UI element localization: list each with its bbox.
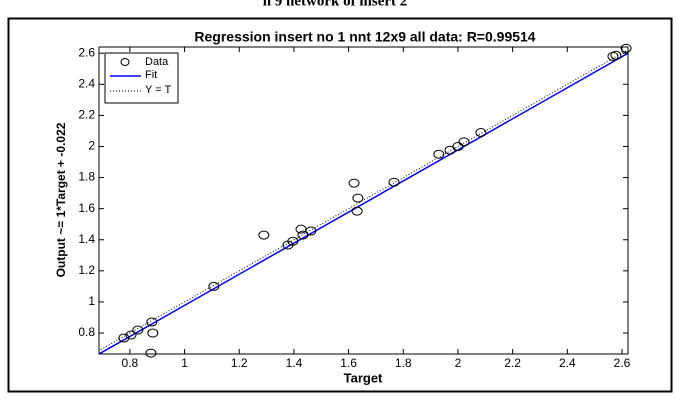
legend-box	[104, 52, 179, 104]
y-tick-label: 1.4	[78, 232, 95, 246]
x-tick-label: 1.2	[231, 356, 248, 370]
data-point	[475, 127, 487, 137]
data-point	[132, 325, 144, 335]
y-tick-label: 1	[88, 294, 95, 308]
data-point	[297, 230, 309, 240]
data-point	[145, 348, 157, 358]
data-point	[118, 333, 130, 343]
axes-frame	[98, 46, 629, 355]
fit-line	[99, 52, 628, 354]
x-tick-label: 0.8	[122, 356, 139, 370]
y-tick-label: 2.2	[78, 108, 95, 122]
data-point	[620, 43, 632, 53]
data-point	[287, 236, 299, 246]
clipped-title: n 9 network of insert 2	[263, 0, 408, 9]
x-axis-label: Target	[344, 370, 383, 385]
data-point	[208, 281, 220, 291]
y-tick-label: 1.6	[78, 201, 95, 215]
x-tick-label: 2.6	[614, 356, 631, 370]
y-tick-label: 2.6	[78, 45, 95, 59]
x-tick-label: 1.6	[340, 356, 357, 370]
x-tick-label: 2.2	[504, 356, 521, 370]
legend-label: Y = T	[145, 84, 171, 96]
y-axis-label: Output ~= 1*Target + -0.022	[54, 122, 68, 277]
x-tick-label: 2	[455, 356, 462, 370]
y-tick-label: 2.4	[78, 76, 95, 90]
y-tick-label: 1.2	[78, 263, 95, 277]
legend-label: Data	[145, 56, 169, 68]
plot-area: 0.8 1 1.2 1.4 1.6 1.8 2 2.2 2.4 2.6 0.8 1 1.2 1.4 1.6 1…	[78, 43, 632, 370]
data-point	[610, 50, 622, 60]
data-point	[147, 328, 159, 338]
data-point	[433, 149, 445, 159]
legend-marker	[120, 58, 130, 66]
chart-title: Regression insert no 1 nnt 12x9 all data…	[194, 29, 535, 45]
data-point	[458, 137, 470, 147]
data-point	[258, 230, 270, 240]
data-point	[352, 193, 364, 203]
data-point	[125, 330, 137, 340]
y-tick-label: 0.8	[78, 325, 95, 339]
x-tick-label: 2.4	[559, 356, 576, 370]
axes-background	[99, 47, 628, 354]
data-point	[305, 226, 317, 236]
x-tick-label: 1.4	[286, 356, 303, 370]
data-point	[348, 178, 360, 188]
data-point	[146, 317, 158, 327]
y-tick-label: 2	[88, 139, 95, 153]
data-point	[452, 141, 464, 151]
plot-lines	[99, 49, 628, 354]
legend-label: Fit	[145, 69, 157, 81]
x-tick-label: 1	[181, 356, 188, 370]
data-point	[388, 177, 400, 187]
y-tick-label: 1.8	[78, 170, 95, 184]
x-tick-label: 1.8	[395, 356, 412, 370]
data-point	[351, 206, 363, 216]
